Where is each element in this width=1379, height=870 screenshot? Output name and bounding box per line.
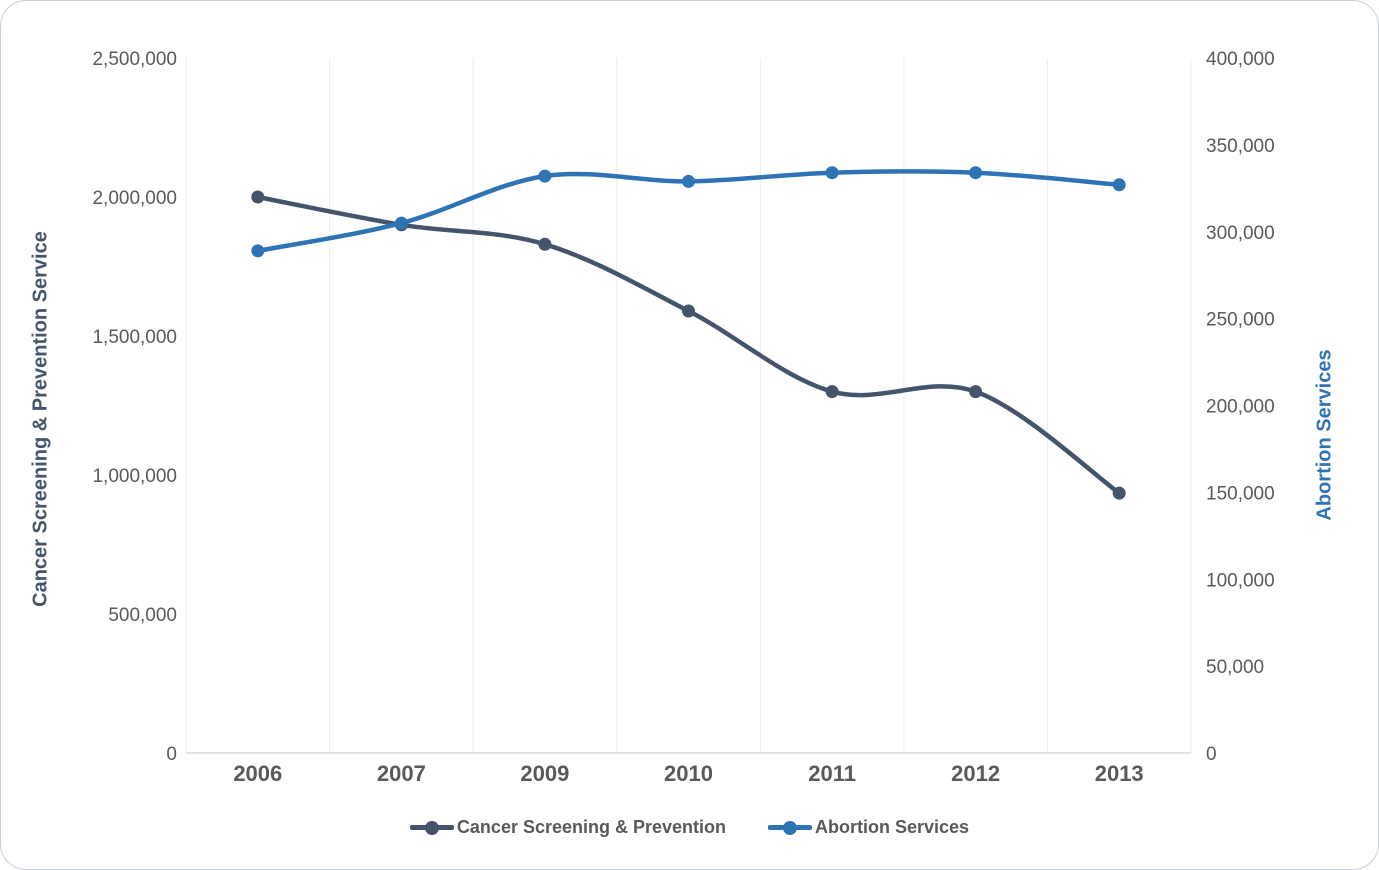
data-point-marker [394,216,408,230]
right-axis-title: Abortion Services [1313,349,1336,521]
legend-dot-marker [424,820,439,835]
right-axis-tick-label: 150,000 [1206,483,1275,504]
data-point-marker [251,244,265,258]
x-axis-label: 2011 [808,761,856,786]
right-axis-tick-label: 250,000 [1206,310,1275,331]
left-axis-tick-label: 2,500,000 [92,49,177,70]
x-axis-label: 2013 [1095,761,1144,786]
data-point-marker [682,174,695,188]
data-point-marker [251,190,265,204]
data-point-marker [825,385,839,399]
legend-label: Cancer Screening & Prevention [456,817,727,837]
x-axis-label: 2012 [951,761,1000,786]
x-axis-label: 2009 [520,761,569,786]
legend-item-cancer-screening: Cancer Screening & Prevention [409,817,727,838]
legend-item-abortion-services: Abortion Services [768,817,969,838]
legend: Cancer Screening & Prevention Abortion S… [1,817,1378,838]
legend-label: Abortion Services [815,817,970,837]
series-line-cancer-screening [255,194,1122,496]
data-point-marker [682,304,695,318]
data-point-marker [538,237,552,251]
data-point-marker [1112,178,1126,192]
right-axis-tick-label: 400,000 [1206,49,1275,70]
legend-line-marker [768,820,813,835]
legend-dot-marker [783,820,798,835]
data-point-marker [969,385,983,399]
legend-line-marker [409,820,454,835]
data-point-marker [1112,486,1126,500]
right-axis-tick-label: 100,000 [1206,570,1275,591]
data-point-marker [969,166,983,180]
left-axis-tick-label: 500,000 [108,605,177,626]
data-point-marker [825,166,839,180]
right-axis-tick-label: 50,000 [1206,657,1264,678]
left-axis-tick-label: 1,500,000 [92,327,177,348]
left-axis-tick-label: 1,000,000 [92,466,177,487]
x-axis-label: 2010 [664,761,713,786]
left-axis-tick-label: 2,000,000 [92,188,177,209]
right-axis-tick-label: 350,000 [1206,136,1275,157]
left-axis-title: Cancer Screening & Prevention Service [29,231,52,607]
left-axis-tick-label: 0 [166,744,177,765]
right-axis-tick-label: 200,000 [1206,397,1275,418]
right-axis-tick-label: 0 [1206,744,1217,765]
x-axis-label: 2007 [377,761,426,786]
data-point-marker [538,169,552,183]
x-axis-label: 2006 [233,761,282,786]
right-axis-tick-label: 300,000 [1206,223,1275,244]
